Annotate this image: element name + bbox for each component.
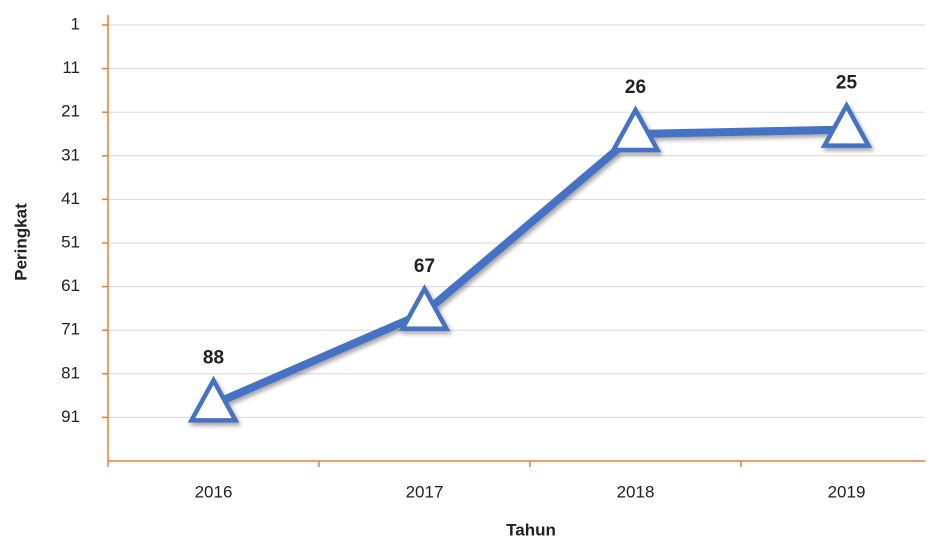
series	[187, 100, 873, 423]
y-tick-label: 41	[61, 189, 80, 208]
y-tick-label: 31	[61, 145, 80, 164]
x-tick-label: 2016	[195, 482, 233, 501]
y-tick-label: 61	[61, 276, 80, 295]
x-tick-label: 2018	[617, 482, 655, 501]
y-tick-label: 21	[61, 102, 80, 121]
line	[211, 125, 847, 408]
y-tick-label: 71	[61, 320, 80, 339]
marker	[609, 105, 662, 153]
y-tick-label: 11	[62, 58, 80, 77]
y-tick-label: 81	[61, 363, 80, 382]
y-axis-title: Peringkat	[11, 203, 30, 281]
marker	[187, 375, 240, 423]
data-label: 25	[836, 73, 858, 94]
y-tick-label: 51	[61, 232, 80, 251]
marker	[398, 284, 451, 332]
y-tick-label: 91	[61, 407, 80, 426]
x-axis-title: Tahun	[506, 520, 556, 539]
data-label: 67	[414, 256, 435, 277]
data-label: 88	[203, 347, 224, 368]
x-tick-label: 2017	[406, 482, 444, 501]
marker	[820, 100, 873, 148]
data-label: 26	[625, 77, 646, 98]
x-tick-label: 2019	[828, 482, 866, 501]
y-tick-label: 1	[71, 14, 80, 33]
